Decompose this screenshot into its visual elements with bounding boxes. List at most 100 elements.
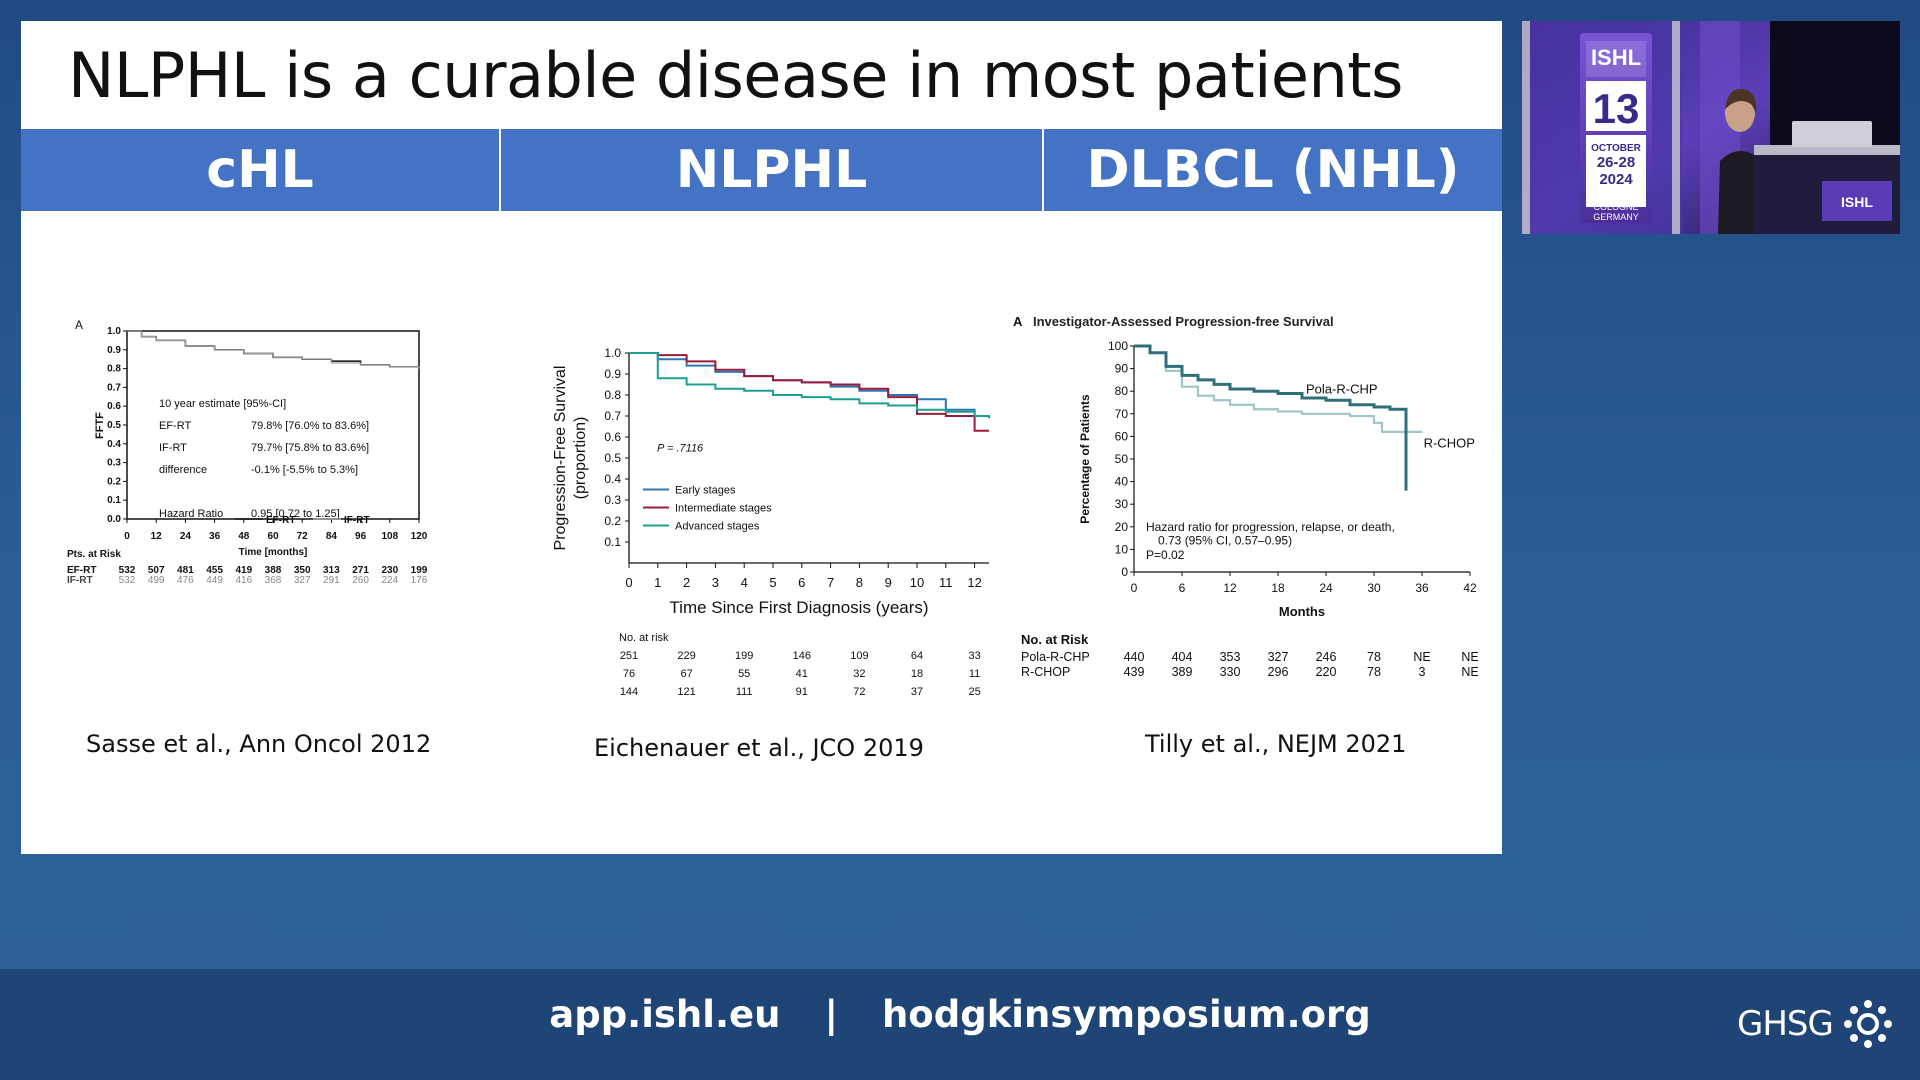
chl-at-risk-value: 260 bbox=[352, 575, 369, 586]
chl-survival-chart: A 0.0 0.1 0.2 0.3 0.4 0.5 0.6 0.7 0.8 0.9 1.0 0 12 24 3… bbox=[67, 318, 428, 586]
chl-chart-panel: A 0.0 0.1 0.2 0.3 0.4 0.5 0.6 0.7 0.8 0.9 1.0 0 12 24 3… bbox=[67, 311, 527, 686]
dlbcl-series-line-0 bbox=[1134, 344, 1408, 491]
dlbcl-y-tick-label: 20 bbox=[1115, 520, 1129, 534]
dlbcl-x-tick-label: 24 bbox=[1319, 581, 1333, 595]
nlphl-y-tick-label: 0.9 bbox=[604, 367, 621, 381]
ghsg-emblem-icon bbox=[1843, 1000, 1892, 1048]
banner-days: 26-28 bbox=[1597, 154, 1635, 171]
column-header-band: cHL NLPHL DLBCL (NHL) bbox=[21, 129, 1502, 211]
dlbcl-at-risk-value: 404 bbox=[1172, 650, 1193, 664]
chl-y-tick-label: 0.8 bbox=[107, 364, 121, 375]
nlphl-at-risk-value: 25 bbox=[968, 686, 980, 698]
dlbcl-x-tick-label: 6 bbox=[1179, 581, 1186, 595]
chl-at-risk-value: 507 bbox=[148, 565, 165, 576]
nlphl-at-risk-value: 55 bbox=[738, 668, 750, 680]
dlbcl-at-risk-value: 246 bbox=[1316, 650, 1337, 664]
dlbcl-y-tick-label: 80 bbox=[1115, 384, 1129, 398]
chl-x-tick-label: 48 bbox=[238, 531, 250, 542]
nlphl-x-tick-label: 10 bbox=[910, 575, 924, 590]
nlphl-y-axis-label: Progression-Free Survival bbox=[552, 366, 569, 551]
column-header-dlbcl: DLBCL (NHL) bbox=[1042, 129, 1502, 211]
nlphl-x-tick-label: 0 bbox=[625, 575, 632, 590]
nlphl-y-tick-label: 0.6 bbox=[604, 430, 621, 444]
chl-annotation-label: difference bbox=[159, 464, 207, 476]
dlbcl-y-tick-label: 50 bbox=[1115, 452, 1129, 466]
nlphl-at-risk-value: 146 bbox=[793, 650, 811, 662]
nlphl-x-tick-label: 6 bbox=[798, 575, 805, 590]
nlphl-x-axis-label: Time Since First Diagnosis (years) bbox=[669, 598, 928, 617]
dlbcl-panel-letter: A bbox=[1013, 314, 1023, 329]
chl-legend-label-if: IF-RT bbox=[344, 515, 370, 526]
nlphl-y-tick-label: 0.7 bbox=[604, 409, 621, 423]
chl-x-tick-label: 72 bbox=[297, 531, 309, 542]
dlbcl-at-risk-value: 440 bbox=[1124, 650, 1145, 664]
footer-separator: | bbox=[824, 993, 838, 1036]
footer-link-app[interactable]: app.ishl.eu bbox=[549, 993, 781, 1036]
dlbcl-y-tick-label: 10 bbox=[1115, 542, 1129, 556]
dlbcl-at-risk-title: No. at Risk bbox=[1021, 632, 1089, 647]
dlbcl-chart-panel: A Investigator-Assessed Progression-free … bbox=[1001, 286, 1481, 691]
chl-at-risk-label: IF-RT bbox=[67, 575, 93, 586]
dlbcl-at-risk-value: NE bbox=[1461, 665, 1478, 679]
chl-at-risk-label: EF-RT bbox=[67, 565, 96, 576]
chl-at-risk-value: 455 bbox=[206, 565, 223, 576]
nlphl-x-tick-label: 5 bbox=[769, 575, 776, 590]
citation-dlbcl: Tilly et al., NEJM 2021 bbox=[1145, 730, 1407, 758]
nlphl-survival-chart: 0.10.20.30.40.50.60.70.80.91.00 1 2 3 4 5 6 7 8 9… bbox=[552, 346, 990, 698]
dlbcl-y-tick-label: 100 bbox=[1108, 339, 1128, 353]
chl-panel-letter: A bbox=[75, 318, 83, 332]
nlphl-x-tick-label: 4 bbox=[741, 575, 748, 590]
banner-city: COLOGNE bbox=[1593, 202, 1638, 212]
chl-y-tick-label: 0.7 bbox=[107, 382, 121, 393]
nlphl-legend-label: Early stages bbox=[675, 485, 736, 497]
chl-y-tick-label: 0.6 bbox=[107, 401, 121, 412]
footer-link-symposium[interactable]: hodgkinsymposium.org bbox=[881, 993, 1371, 1036]
dlbcl-y-tick-label: 60 bbox=[1115, 429, 1129, 443]
nlphl-at-risk-value: 111 bbox=[736, 686, 753, 698]
nlphl-at-risk-value: 144 bbox=[620, 686, 638, 698]
chl-at-risk-title: Pts. at Risk bbox=[67, 549, 121, 560]
chl-at-risk-value: 271 bbox=[352, 565, 369, 576]
nlphl-legend-label: Advanced stages bbox=[675, 521, 760, 533]
dlbcl-x-tick-label: 42 bbox=[1463, 581, 1477, 595]
nlphl-y-tick-label: 0.1 bbox=[604, 535, 621, 549]
chl-x-axis-label: Time [months] bbox=[239, 547, 308, 558]
chl-y-tick-label: 0.9 bbox=[107, 345, 121, 356]
chl-at-risk-value: 532 bbox=[119, 565, 136, 576]
chl-x-tick-label: 96 bbox=[355, 531, 367, 542]
nlphl-at-risk-value: 199 bbox=[735, 650, 753, 662]
dlbcl-at-risk-label: R-CHOP bbox=[1021, 665, 1070, 679]
nlphl-at-risk-value: 37 bbox=[911, 686, 923, 698]
chl-x-tick-label: 36 bbox=[209, 531, 221, 542]
nlphl-at-risk-title: No. at risk bbox=[619, 632, 669, 644]
dlbcl-annotation-line2: 0.73 (95% CI, 0.57–0.95) bbox=[1158, 533, 1292, 547]
chl-annotation-label: Hazard Ratio bbox=[159, 508, 223, 520]
dlbcl-at-risk-value: 78 bbox=[1367, 665, 1381, 679]
dlbcl-x-tick-label: 18 bbox=[1271, 581, 1285, 595]
dlbcl-at-risk-value: NE bbox=[1413, 650, 1430, 664]
chl-x-tick-label: 0 bbox=[124, 531, 130, 542]
nlphl-at-risk-value: 33 bbox=[968, 650, 980, 662]
chl-at-risk-value: 230 bbox=[381, 565, 398, 576]
dlbcl-x-tick-label: 0 bbox=[1131, 581, 1138, 595]
chl-at-risk-value: 499 bbox=[148, 575, 165, 586]
dlbcl-at-risk-label: Pola-R-CHP bbox=[1021, 650, 1090, 664]
chl-annotation-label: EF-RT bbox=[159, 420, 191, 432]
speaker-video-inset: ISHL 13 OCTOBER 26-28 2024 COLOGNE GERMA… bbox=[1522, 21, 1900, 234]
dlbcl-series-label-rchop: R-CHOP bbox=[1424, 436, 1475, 451]
dlbcl-at-risk-value: 330 bbox=[1220, 665, 1241, 679]
dlbcl-x-tick-label: 12 bbox=[1223, 581, 1237, 595]
nlphl-y-axis-label-units: (proportion) bbox=[572, 417, 589, 500]
dlbcl-at-risk-value: 78 bbox=[1367, 650, 1381, 664]
dlbcl-at-risk-value: 389 bbox=[1172, 665, 1193, 679]
chl-series-line-if-rt bbox=[127, 330, 420, 369]
chl-y-tick-label: 0.2 bbox=[107, 476, 121, 487]
dlbcl-y-tick-label: 90 bbox=[1115, 362, 1129, 376]
nlphl-y-tick-label: 0.2 bbox=[604, 514, 621, 528]
dlbcl-at-risk-value: 220 bbox=[1316, 665, 1337, 679]
nlphl-at-risk-value: 67 bbox=[680, 668, 692, 680]
dlbcl-annotation-line1: Hazard ratio for progression, relapse, o… bbox=[1146, 520, 1395, 534]
nlphl-y-tick-label: 1.0 bbox=[604, 346, 621, 360]
nlphl-at-risk-value: 76 bbox=[623, 668, 635, 680]
nlphl-series-line-0 bbox=[629, 352, 990, 419]
